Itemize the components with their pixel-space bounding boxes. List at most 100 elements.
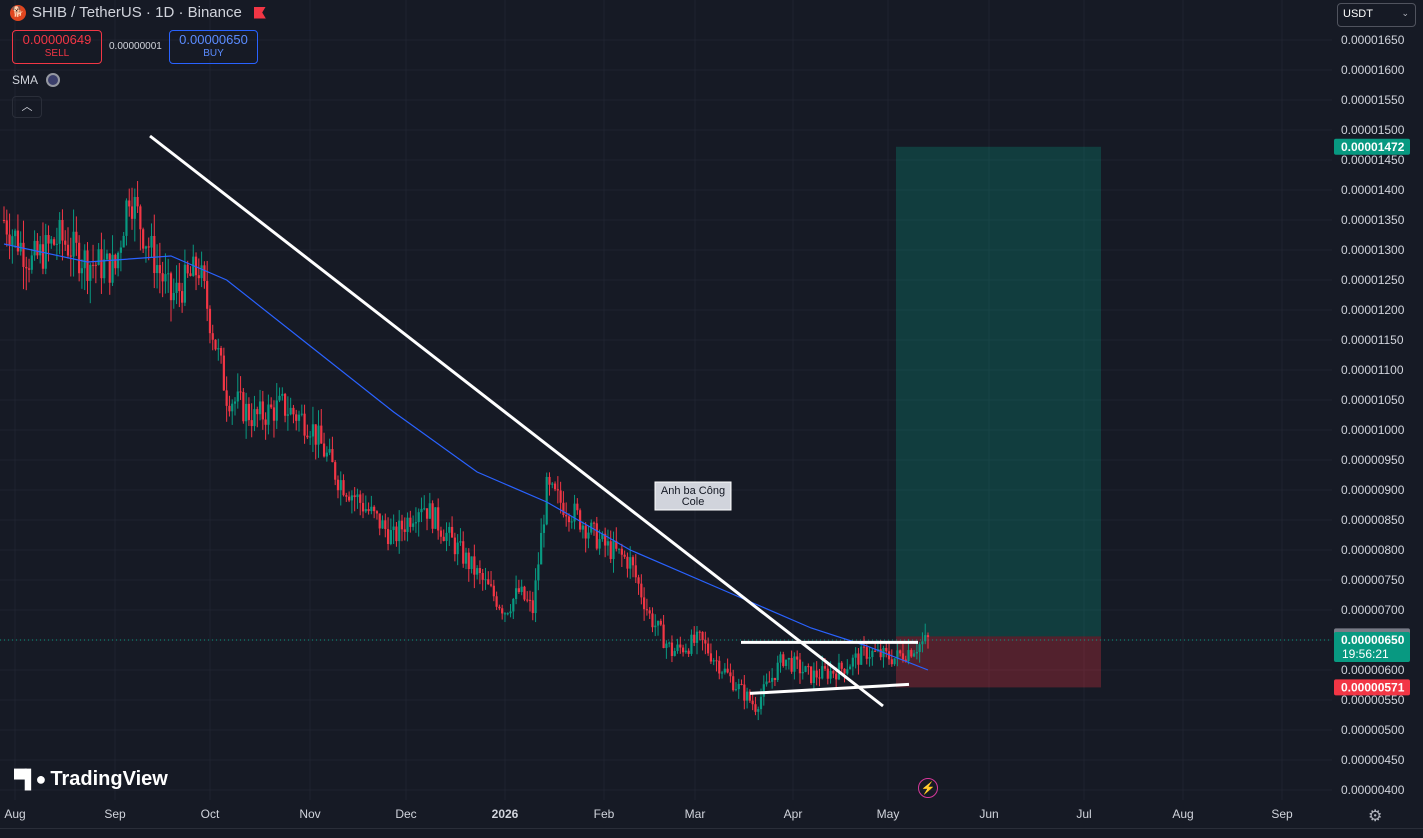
candle-body [44, 235, 47, 269]
candle-body [297, 414, 301, 421]
chevron-up-icon: ︿ [21, 101, 33, 113]
candle-body [551, 483, 554, 485]
sma-indicator-legend[interactable]: SMA [12, 73, 61, 87]
sell-label: SELL [44, 48, 70, 59]
candle-body [857, 653, 860, 665]
candle-body [311, 424, 315, 437]
lightning-icon[interactable]: ⚡ [918, 778, 938, 798]
candle-body [384, 520, 387, 530]
candle-body [467, 552, 470, 570]
candle-body [645, 609, 649, 611]
x-tick-label: Jun [979, 807, 998, 821]
candle-body [690, 634, 693, 654]
sma-line[interactable] [3, 243, 929, 671]
candle-body [219, 348, 223, 356]
candle-body [409, 517, 412, 527]
candle-body [579, 510, 582, 530]
candle-body [921, 641, 924, 645]
symbol-header[interactable]: 🐕 SHIB / TetherUS · 1D · Binance [10, 4, 266, 21]
candle-body [679, 644, 682, 648]
candle-body [322, 443, 326, 457]
candle-body [545, 476, 548, 525]
trendline[interactable] [149, 134, 884, 708]
candle-body [623, 554, 626, 557]
candle-body [501, 608, 504, 614]
candle-body [829, 670, 832, 679]
candle-body [331, 449, 334, 463]
candle-body [258, 401, 262, 415]
candle-body [83, 250, 86, 269]
gear-icon[interactable]: ⚙ [1368, 808, 1383, 825]
candle-body [470, 556, 473, 570]
candle-body [364, 509, 367, 512]
candle-body [498, 606, 501, 609]
candle-body [253, 409, 256, 427]
candle-body [676, 644, 679, 652]
candle-body [473, 556, 476, 575]
candle-body [732, 676, 735, 691]
stop-zone[interactable] [896, 636, 1101, 688]
candle-body [924, 635, 927, 642]
candle-body [862, 646, 866, 648]
candle-body [453, 537, 456, 555]
candle-body [448, 526, 451, 533]
candle-body [656, 620, 660, 626]
candle-body [39, 244, 42, 256]
price-tag-text: 0.00000571 [1341, 680, 1405, 694]
buy-button[interactable]: 0.00000650 BUY [169, 30, 258, 64]
candle-body [439, 530, 443, 537]
y-tick-label: 0.00001550 [1341, 93, 1405, 107]
candle-body [715, 660, 718, 662]
candle-body [437, 507, 440, 531]
candle-body [565, 515, 568, 517]
chevron-down-icon: ⌄ [1401, 8, 1409, 18]
candle-body [718, 660, 721, 674]
candle-body [161, 273, 164, 282]
support-line[interactable] [749, 682, 910, 695]
candle-body [695, 631, 699, 643]
candle-body [581, 525, 584, 530]
price-tag-text: 0.00000650 [1341, 633, 1405, 647]
candle-body [423, 508, 426, 510]
candle-body [103, 259, 106, 279]
candle-body [835, 673, 838, 680]
x-tick-label: Jul [1076, 807, 1091, 821]
y-tick-label: 0.00000600 [1341, 663, 1405, 677]
candle-body [375, 511, 379, 514]
candle-body [531, 600, 534, 614]
price-tag-text: 0.00001472 [1341, 140, 1405, 154]
candle-body [247, 403, 251, 421]
candle-body [150, 235, 153, 248]
candle-body [548, 476, 551, 485]
candle-body [464, 552, 468, 564]
candle-body [514, 588, 518, 599]
sell-button[interactable]: 0.00000649 SELL [12, 30, 102, 64]
candle-body [194, 256, 198, 276]
candle-body [367, 509, 370, 512]
candle-body [136, 196, 139, 207]
candle-body [762, 684, 765, 697]
candle-body [225, 390, 228, 406]
candle-body [306, 435, 309, 438]
flag-icon[interactable] [253, 6, 266, 19]
candle-body [309, 436, 312, 438]
candle-body [670, 642, 674, 656]
candle-body [16, 230, 20, 252]
candle-body [239, 391, 242, 393]
candle-body [812, 670, 815, 684]
tradingview-logo[interactable]: ▀▌● TradingView [14, 768, 168, 791]
candle-body [164, 274, 167, 282]
candle-body [25, 266, 28, 269]
candle-body [108, 253, 111, 283]
candle-body [612, 540, 615, 560]
collapse-legend-button[interactable]: ︿ [12, 96, 42, 118]
target-zone[interactable] [896, 146, 1101, 637]
y-tick-label: 0.00000700 [1341, 603, 1405, 617]
candle-body [484, 579, 487, 581]
currency-selector[interactable]: USDT ⌄ [1337, 3, 1416, 27]
annotation-box[interactable] [654, 481, 732, 511]
candle-body [211, 333, 214, 340]
candle-body [776, 662, 779, 681]
candle-body [489, 584, 493, 586]
